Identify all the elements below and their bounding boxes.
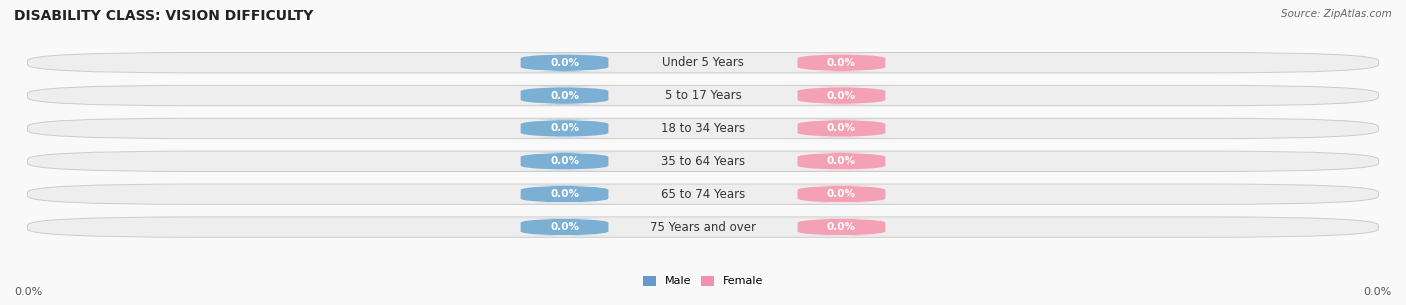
FancyBboxPatch shape: [513, 218, 616, 236]
Legend: Male, Female: Male, Female: [638, 271, 768, 291]
FancyBboxPatch shape: [790, 152, 893, 170]
FancyBboxPatch shape: [790, 54, 893, 72]
Text: 0.0%: 0.0%: [827, 189, 856, 199]
FancyBboxPatch shape: [790, 185, 893, 203]
Text: 0.0%: 0.0%: [550, 58, 579, 68]
FancyBboxPatch shape: [28, 118, 1378, 139]
FancyBboxPatch shape: [790, 87, 893, 104]
Text: 0.0%: 0.0%: [827, 58, 856, 68]
FancyBboxPatch shape: [513, 120, 616, 137]
FancyBboxPatch shape: [28, 184, 1378, 204]
Text: 65 to 74 Years: 65 to 74 Years: [661, 188, 745, 201]
Text: 0.0%: 0.0%: [550, 124, 579, 133]
Text: 35 to 64 Years: 35 to 64 Years: [661, 155, 745, 168]
Text: 5 to 17 Years: 5 to 17 Years: [665, 89, 741, 102]
Text: Under 5 Years: Under 5 Years: [662, 56, 744, 69]
Text: 0.0%: 0.0%: [550, 91, 579, 101]
Text: 0.0%: 0.0%: [827, 91, 856, 101]
FancyBboxPatch shape: [513, 152, 616, 170]
FancyBboxPatch shape: [513, 87, 616, 104]
FancyBboxPatch shape: [790, 120, 893, 137]
FancyBboxPatch shape: [513, 185, 616, 203]
FancyBboxPatch shape: [28, 85, 1378, 106]
FancyBboxPatch shape: [28, 217, 1378, 237]
Text: Source: ZipAtlas.com: Source: ZipAtlas.com: [1281, 9, 1392, 19]
Text: 75 Years and over: 75 Years and over: [650, 221, 756, 234]
Text: 0.0%: 0.0%: [827, 124, 856, 133]
Text: 0.0%: 0.0%: [827, 156, 856, 166]
FancyBboxPatch shape: [790, 218, 893, 236]
Text: 0.0%: 0.0%: [1364, 287, 1392, 297]
Text: DISABILITY CLASS: VISION DIFFICULTY: DISABILITY CLASS: VISION DIFFICULTY: [14, 9, 314, 23]
Text: 0.0%: 0.0%: [827, 222, 856, 232]
Text: 0.0%: 0.0%: [550, 189, 579, 199]
FancyBboxPatch shape: [28, 151, 1378, 171]
FancyBboxPatch shape: [28, 52, 1378, 73]
Text: 18 to 34 Years: 18 to 34 Years: [661, 122, 745, 135]
Text: 0.0%: 0.0%: [550, 222, 579, 232]
Text: 0.0%: 0.0%: [14, 287, 42, 297]
Text: 0.0%: 0.0%: [550, 156, 579, 166]
FancyBboxPatch shape: [513, 54, 616, 72]
